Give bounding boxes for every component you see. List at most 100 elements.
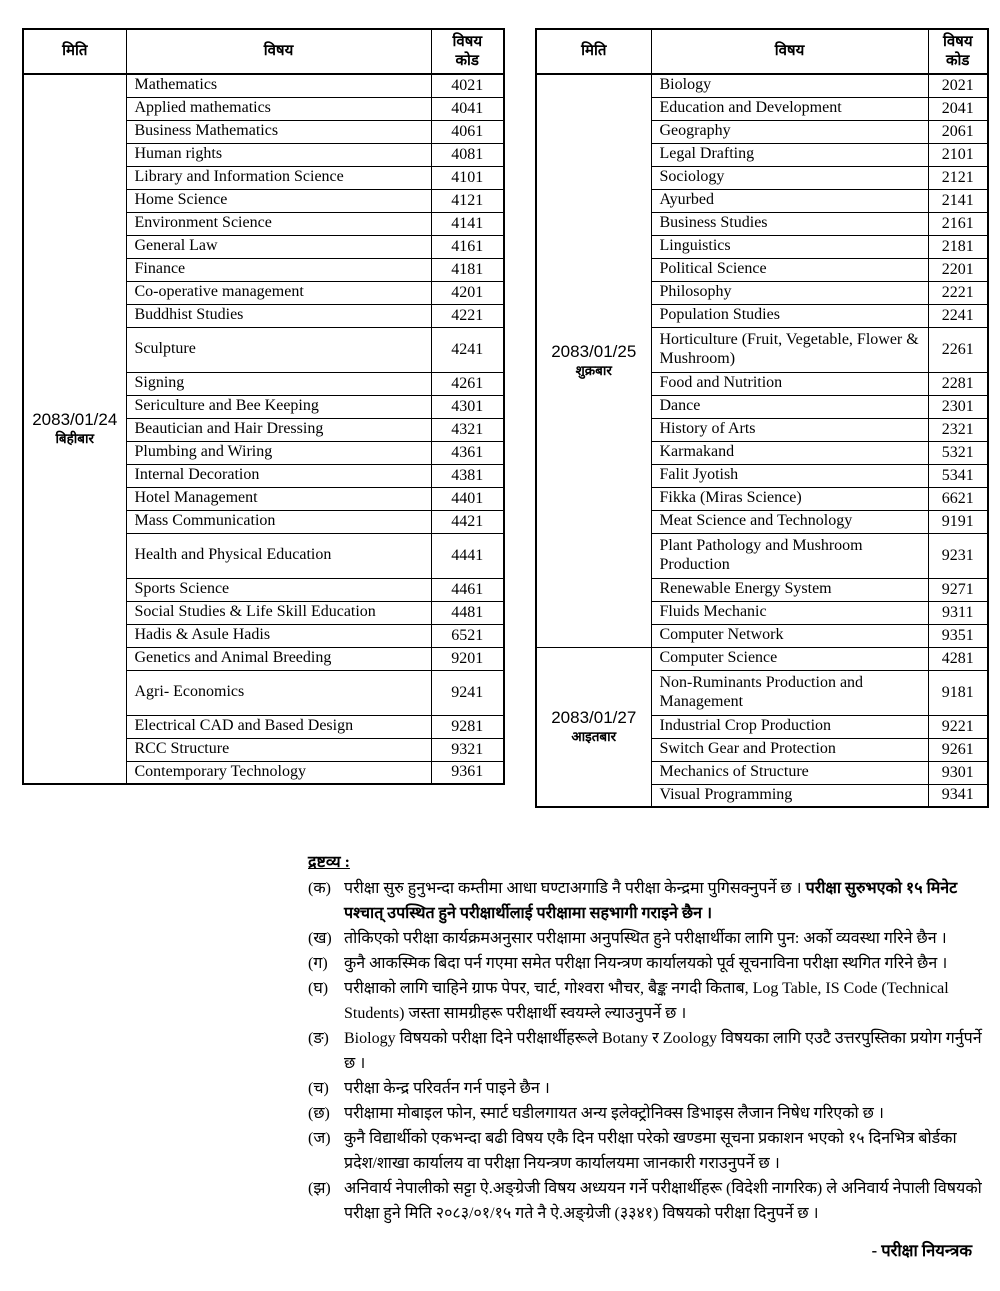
subject-code-cell: 9361 — [430, 760, 505, 785]
exam-weekday: शुक्रबार — [575, 362, 612, 378]
subject-code-cell: 4101 — [430, 165, 505, 190]
subject-cell: Renewable Energy System — [650, 577, 929, 602]
table-row: Social Studies & Life Skill Education 448… — [23, 600, 505, 625]
table-row: Falit Jyotish 5341 — [536, 463, 989, 488]
subject-cell: Population Studies — [650, 303, 929, 328]
column-header-subject: विषय — [650, 28, 929, 75]
table-row: Mechanics of Structure 9301 — [536, 760, 989, 785]
table-row: Home Science 4121 — [23, 188, 505, 213]
subject-cell: Beautician and Hair Dressing — [125, 417, 432, 442]
table-row: Linguistics 2181 — [536, 234, 989, 259]
subject-code-cell: 2321 — [927, 417, 989, 442]
subject-cell: Computer Science — [650, 646, 929, 671]
note-text: Biology विषयको परीक्षा दिने परीक्षार्थीह… — [344, 1026, 992, 1076]
subject-code-cell: 4421 — [430, 509, 505, 534]
note-text-part: कुनै आकस्मिक बिदा पर्न गएमा समेत परीक्षा… — [344, 955, 948, 972]
table-row: Food and Nutrition 2281 — [536, 371, 989, 396]
subject-cell: Agri- Economics — [125, 669, 432, 716]
exam-weekday: बिहीबार — [55, 430, 95, 446]
table-row: Renewable Energy System 9271 — [536, 577, 989, 602]
subject-code-cell: 4081 — [430, 142, 505, 167]
subject-code-cell: 9201 — [430, 646, 505, 671]
notes-section: द्रष्टव्य : (क) परीक्षा सुरु हुनुभन्दा कम… — [308, 850, 992, 1226]
subject-cell: Library and Information Science — [125, 165, 432, 190]
subject-code-cell: 9181 — [927, 669, 989, 716]
subject-cell: Industrial Crop Production — [650, 714, 929, 739]
subject-code-cell: 6621 — [927, 486, 989, 511]
subject-cell: Legal Drafting — [650, 142, 929, 167]
table-row: Meat Science and Technology 9191 — [536, 509, 989, 534]
note-text-part: परीक्षा केन्द्र परिवर्तन गर्न पाइने छैन … — [344, 1080, 550, 1097]
note-label: (ख) — [308, 930, 332, 947]
exam-date: 2083/01/27 — [551, 708, 637, 728]
subject-cell: Hadis & Asule Hadis — [125, 623, 432, 648]
subject-cell: Business Studies — [650, 211, 929, 236]
subject-cell: Sericulture and Bee Keeping — [125, 394, 432, 419]
column-header-date: मिति — [535, 28, 652, 75]
subject-code-cell: 9191 — [927, 509, 989, 534]
table-row: Plumbing and Wiring 4361 — [23, 440, 505, 465]
note-label: (च) — [308, 1080, 329, 1097]
column-header-subject: विषय — [125, 28, 432, 75]
subject-cell: Co-operative management — [125, 280, 432, 305]
table-row: 2083/01/25 शुक्रबार Biology 2021 — [535, 73, 989, 648]
subject-cell: Electrical CAD and Based Design — [125, 714, 432, 739]
note-item: (ज) कुनै विद्यार्थीको एकभन्दा बढी विषय एक… — [308, 1126, 992, 1176]
note-label: (ज) — [308, 1130, 331, 1147]
note-text-part: कुनै विद्यार्थीको एकभन्दा बढी विषय एकै द… — [344, 1130, 957, 1172]
subject-cell: Business Mathematics — [125, 119, 432, 144]
subject-code-cell: 4061 — [430, 119, 505, 144]
notes-title: द्रष्टव्य : — [308, 854, 350, 871]
subject-cell: Internal Decoration — [125, 463, 432, 488]
subject-code-cell: 9241 — [430, 669, 505, 716]
note-item: (क) परीक्षा सुरु हुनुभन्दा कम्तीमा आधा घण… — [308, 876, 992, 926]
subject-code-cell: 4121 — [430, 188, 505, 213]
table-row: RCC Structure 9321 — [23, 737, 505, 762]
note-item: (झ) अनिवार्य नेपालीको सट्टा ऐ.अङ्ग्रेजी व… — [308, 1176, 992, 1226]
subject-code-cell: 4381 — [430, 463, 505, 488]
note-text: अनिवार्य नेपालीको सट्टा ऐ.अङ्ग्रेजी विषय… — [344, 1176, 992, 1226]
subject-code-cell: 2021 — [927, 73, 989, 98]
date-cell: 2083/01/25 शुक्रबार — [535, 73, 652, 648]
subject-cell: Contemporary Technology — [125, 760, 432, 785]
note-item: (च) परीक्षा केन्द्र परिवर्तन गर्न पाइने छ… — [308, 1076, 992, 1101]
subject-code-cell: 2141 — [927, 188, 989, 213]
table-row: Hadis & Asule Hadis 6521 — [23, 623, 505, 648]
subject-cell: Geography — [650, 119, 929, 144]
exam-schedule-table-day1: मिति विषय विषय कोड 2083/01/24 बिहीबार Mathema… — [22, 28, 505, 785]
table-row: Visual Programming 9341 — [536, 783, 989, 808]
subject-cell: Horticulture (Fruit, Vegetable, Flower &… — [650, 326, 929, 373]
table-row: Ayurbed 2141 — [536, 188, 989, 213]
subject-code-cell: 2241 — [927, 303, 989, 328]
subject-code-cell: 9301 — [927, 760, 989, 785]
table-row: Business Mathematics 4061 — [23, 119, 505, 144]
subject-cell: Sociology — [650, 165, 929, 190]
subject-cell: Sculpture — [125, 326, 432, 373]
subject-cell: History of Arts — [650, 417, 929, 442]
note-text: परीक्षा केन्द्र परिवर्तन गर्न पाइने छैन … — [344, 1076, 992, 1101]
subject-cell: Mechanics of Structure — [650, 760, 929, 785]
table-row: Geography 2061 — [536, 119, 989, 144]
table-row: 2083/01/27 आइतबार Computer Science 4281 — [535, 646, 989, 808]
table-row: Fluids Mechanic 9311 — [536, 600, 989, 625]
note-label: (झ) — [308, 1180, 331, 1197]
subject-code-cell: 9321 — [430, 737, 505, 762]
column-header-code: विषय कोड — [430, 28, 505, 75]
subject-cell: Visual Programming — [650, 783, 929, 808]
subject-cell: Biology — [650, 73, 929, 98]
subject-code-cell: 9261 — [927, 737, 989, 762]
note-text: परीक्षामा मोबाइल फोन, स्मार्ट घडीलगायत अ… — [344, 1101, 992, 1126]
note-item: (ख) तोकिएको परीक्षा कार्यक्रमअनुसार परीक्… — [308, 926, 992, 951]
exam-controller-signature: - परीक्षा नियन्त्रक — [871, 1241, 972, 1260]
table-row: Horticulture (Fruit, Vegetable, Flower &… — [536, 326, 989, 373]
note-item: (ग) कुनै आकस्मिक बिदा पर्न गएमा समेत परीक… — [308, 951, 992, 976]
subject-cell: Linguistics — [650, 234, 929, 259]
subject-code-cell: 4021 — [430, 73, 505, 98]
table-row: Philosophy 2221 — [536, 280, 989, 305]
table-row: Non-Ruminants Production and Management 9… — [536, 669, 989, 716]
subject-code-cell: 4141 — [430, 211, 505, 236]
note-item: (घ) परीक्षाको लागि चाहिने ग्राफ पेपर, चार… — [308, 976, 992, 1026]
subject-code-cell: 4361 — [430, 440, 505, 465]
date-cell: 2083/01/27 आइतबार — [535, 646, 652, 808]
subject-code-cell: 2101 — [927, 142, 989, 167]
